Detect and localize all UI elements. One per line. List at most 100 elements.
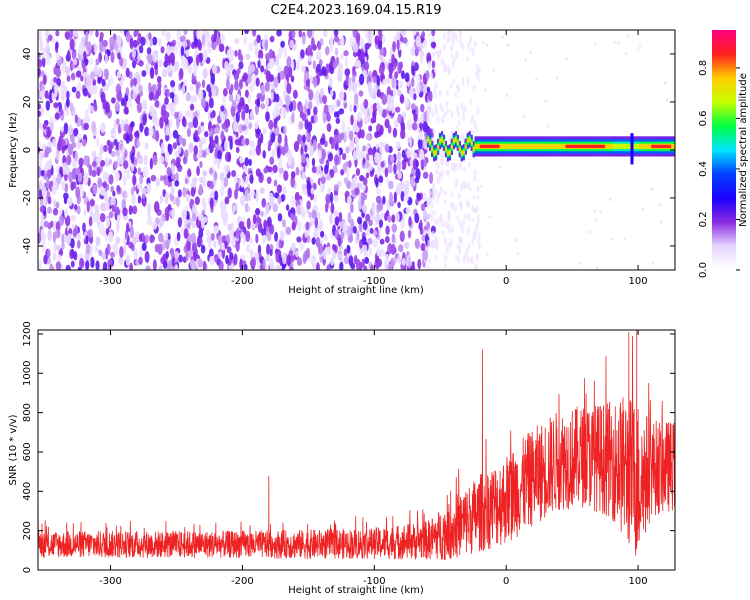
heatmap-cell	[42, 47, 46, 60]
heatmap-cell	[191, 222, 197, 229]
heatmap-cell	[130, 186, 135, 196]
colorbar-bar	[712, 30, 736, 270]
heatmap-cell	[81, 36, 86, 45]
heatmap-cell	[459, 38, 463, 48]
heatmap-cell	[223, 176, 229, 188]
heatmap-cell	[638, 43, 642, 48]
heatmap-cell	[307, 55, 313, 63]
colorbar-label: Normalized spectral amplitude	[738, 73, 749, 227]
heatmap-cell	[160, 104, 166, 117]
heatmap-cell	[217, 234, 223, 246]
heatmap-signal-cell	[432, 151, 436, 156]
heatmap-cell	[256, 92, 262, 100]
heatmap-cell	[129, 226, 135, 239]
heatmap-cell	[313, 106, 318, 116]
heatmap-cell	[400, 190, 405, 202]
heatmap-cell	[267, 62, 272, 70]
heatmap-cell	[333, 30, 339, 37]
heatmap-cell	[443, 189, 447, 197]
heatmap-cell	[245, 243, 251, 253]
heatmap-cell	[191, 41, 195, 50]
heatmap-cell	[70, 72, 76, 81]
heatmap-cell	[352, 150, 358, 161]
heatmap-cell	[363, 265, 368, 270]
heatmap-cell	[60, 90, 66, 102]
heatmap-cell	[449, 82, 453, 89]
heatmap-cell	[440, 219, 444, 228]
heatmap-cell	[350, 262, 356, 270]
heatmap-cell	[141, 187, 147, 195]
heatmap-cell	[555, 75, 559, 80]
heatmap-cell	[176, 117, 180, 129]
heatmap-cell	[85, 243, 91, 255]
heatmap-cell	[434, 188, 438, 195]
heatmap-cell	[651, 187, 654, 191]
heatmap-cell	[224, 60, 229, 70]
heatmap-cell	[55, 50, 61, 61]
heatmap-cell	[430, 41, 437, 49]
heatmap-cell	[387, 163, 393, 174]
heatmap-cell	[476, 239, 480, 245]
heatmap-cell	[265, 52, 270, 61]
heatmap-cell	[259, 187, 265, 194]
heatmap-cell	[594, 42, 597, 46]
heatmap-cell	[474, 225, 478, 229]
heatmap-cell	[364, 161, 370, 169]
heatmap-cell	[175, 156, 181, 164]
heatmap-cell	[211, 63, 218, 75]
heatmap-cell	[457, 85, 461, 94]
heatmap-cell	[476, 214, 480, 224]
heatmap-cell	[307, 108, 311, 116]
heatmap-cell	[198, 41, 202, 52]
heatmap-cell	[260, 228, 265, 236]
heatmap-cell	[38, 232, 42, 244]
heatmap-cell	[167, 143, 171, 152]
heatmap-cell	[54, 42, 59, 54]
heatmap-cell	[171, 255, 175, 267]
heatmap-cell	[329, 191, 334, 204]
heatmap-cell	[254, 208, 261, 216]
heatmap-cell	[414, 47, 419, 57]
heatmap-cell	[376, 103, 381, 111]
heatmap-cell	[182, 58, 189, 71]
heatmap-cell	[338, 211, 343, 223]
heatmap-cell	[451, 224, 455, 233]
heatmap-cell	[144, 126, 150, 137]
heatmap-cell	[205, 229, 211, 237]
heatmap-cell	[234, 138, 240, 146]
heatmap-cell	[178, 254, 183, 263]
heatmap-cell	[397, 80, 403, 89]
heatmap-cell	[427, 99, 431, 106]
heatmap-cell	[376, 89, 381, 98]
heatmap-cell	[390, 257, 396, 267]
heatmap-cell	[462, 109, 466, 115]
heatmap-cell	[268, 119, 274, 130]
heatmap-cell	[426, 244, 430, 252]
heatmap-signal-cell	[520, 143, 523, 150]
heatmap-cell	[463, 213, 467, 220]
heatmap-cell	[352, 123, 356, 134]
heatmap-cell	[178, 135, 183, 145]
heatmap-cell	[350, 114, 354, 126]
heatmap-cell	[46, 146, 52, 154]
heatmap-signal-cell	[541, 143, 544, 150]
heatmap-cell	[224, 196, 230, 205]
heatmap-signal-cell	[543, 143, 546, 150]
heatmap-cell	[360, 38, 365, 49]
snr-y-tick-label: 1000	[22, 361, 33, 386]
heatmap-cell	[372, 102, 378, 113]
heatmap-cell	[171, 173, 177, 180]
heatmap-cell	[199, 146, 203, 158]
heatmap-cell	[329, 213, 333, 225]
heatmap-cell	[472, 230, 476, 240]
heatmap-cell	[287, 66, 293, 78]
heatmap-cell	[415, 35, 421, 47]
colorbar-ticks: 0.0 0.2 0.4 0.6 0.8	[698, 60, 740, 278]
heatmap-cell	[390, 243, 396, 255]
heatmap-cell	[310, 187, 315, 195]
heatmap-cell	[435, 168, 439, 176]
heatmap-cell	[136, 140, 141, 148]
snr-x-tick-label: 0	[503, 576, 509, 587]
heatmap-cell	[44, 43, 50, 56]
heatmap-cell	[382, 195, 386, 205]
